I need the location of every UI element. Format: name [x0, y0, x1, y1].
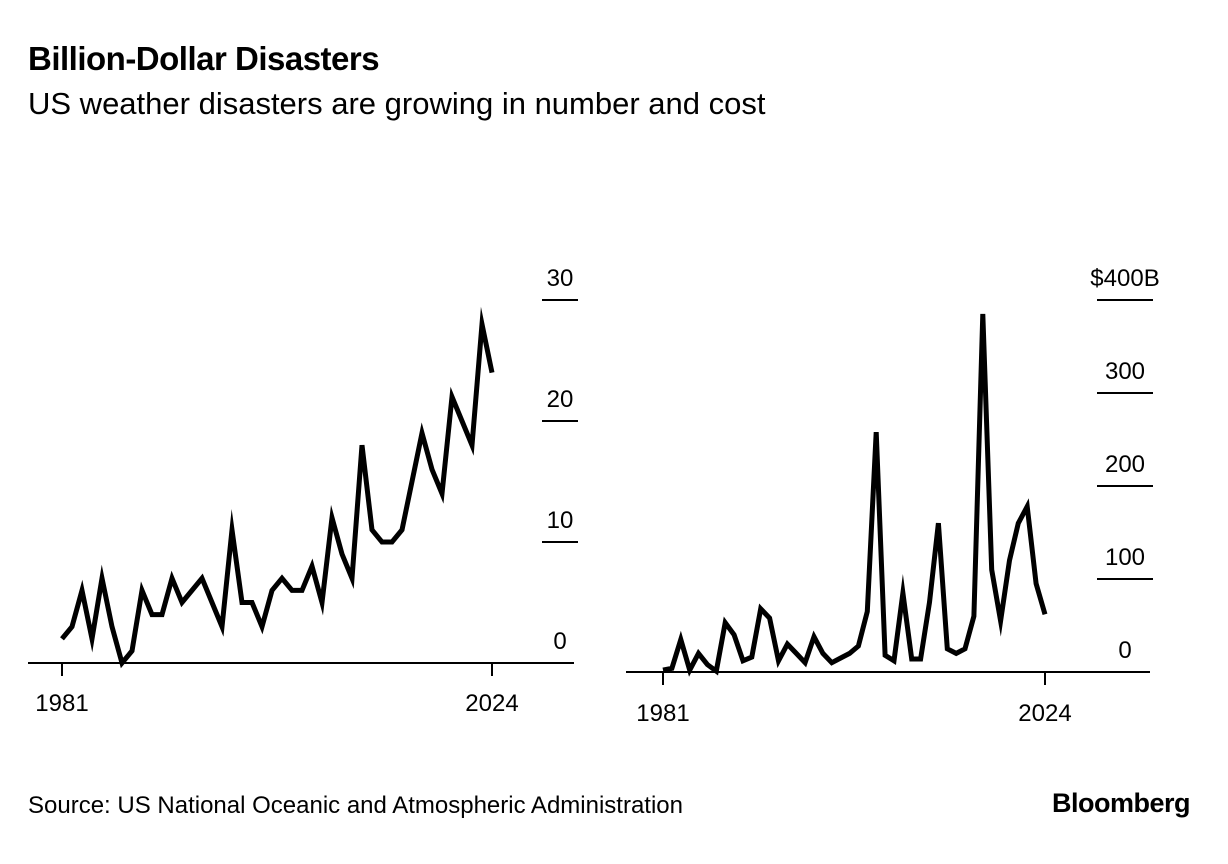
y-tick-label: 300 — [1105, 358, 1145, 385]
disaster-cost-line — [662, 313, 1048, 677]
y-tick-label: 10 — [547, 507, 574, 534]
y-tick-label: 200 — [1105, 451, 1145, 478]
source-note: Source: US National Oceanic and Atmosphe… — [28, 792, 683, 819]
y-tick-label: 0 — [1118, 637, 1131, 664]
chart-title: Billion-Dollar Disasters — [28, 40, 380, 77]
bloomberg-logo: Bloomberg — [1051, 788, 1191, 818]
y-tick-label: 20 — [547, 386, 574, 413]
y-tick-label: 0 — [553, 628, 566, 655]
x-tick-label-start: 1981 — [35, 690, 88, 717]
disaster-count-chart: 0 10 20 30 1981 2024 — [28, 265, 578, 717]
disaster-count-line — [60, 306, 495, 669]
y-tick-label: 100 — [1105, 544, 1145, 571]
y-tick-label: 30 — [547, 265, 574, 292]
x-tick-label-end: 2024 — [1018, 700, 1071, 727]
chart-subtitle: US weather disasters are growing in numb… — [28, 86, 766, 121]
y-tick-label: $400B — [1090, 265, 1159, 292]
x-tick-label-start: 1981 — [636, 700, 689, 727]
x-tick-label-end: 2024 — [465, 690, 518, 717]
